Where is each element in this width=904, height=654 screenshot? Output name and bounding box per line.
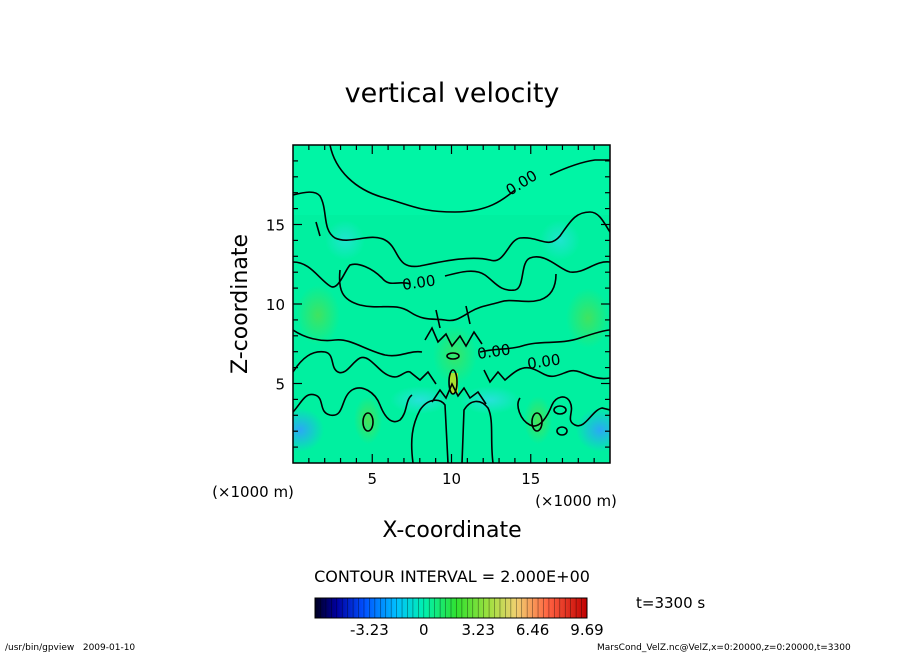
field-upper-tint (293, 145, 610, 215)
contour-line (483, 366, 610, 384)
x-tick-label: 15 (521, 470, 540, 488)
downdraft-region-center-right (460, 386, 520, 414)
colorbar-tick-label: 3.23 (461, 621, 494, 639)
colorbar: -3.23 0 3.23 6.46 9.69 (314, 597, 604, 639)
colorbar-tick-label: -3.23 (350, 621, 389, 639)
x-axis-title: X-coordinate (382, 518, 521, 543)
contour-line (517, 396, 610, 427)
y-tick-label: 5 (275, 376, 285, 394)
contour-line (293, 261, 411, 288)
contour-line (465, 305, 471, 325)
x-tick-label: 5 (367, 470, 377, 488)
x-tick-label: 10 (442, 470, 461, 488)
y-axis-title: Z-coordinate (228, 234, 253, 374)
updraft-region-left (296, 285, 340, 345)
contour-loop (446, 352, 460, 360)
time-label: t=3300 s (636, 594, 705, 612)
contour-line (293, 387, 413, 423)
contour-line (431, 382, 487, 405)
contour-line (410, 399, 449, 463)
contour-line (461, 400, 494, 463)
contour-label: 0.00 (401, 271, 437, 293)
contour-line (293, 350, 437, 385)
footer-left: /usr/bin/gpview 2009-01-10 (5, 643, 135, 653)
y-tick-label: 10 (266, 296, 285, 314)
contour-line (424, 326, 483, 348)
contour-line (315, 221, 321, 237)
x-unit-label-right: (×1000 m) (535, 492, 617, 510)
footer-right: MarsCond_VelZ.nc@VelZ,x=0:20000,z=0:2000… (597, 643, 851, 653)
updraft-region-right (566, 288, 610, 348)
y-axis: 5 10 15 (266, 160, 610, 448)
x-axis: 5 10 15 (308, 145, 595, 488)
contour-loop (553, 405, 567, 415)
downdraft-region-upper-right (540, 220, 580, 260)
contour-line (329, 145, 516, 213)
colorbar-divisions (320, 598, 582, 618)
contour-line (549, 159, 610, 176)
contour-line (293, 329, 423, 357)
updraft-region-center (433, 325, 477, 385)
colorbar-tick-label: 0 (419, 621, 429, 639)
downdraft-region-left (293, 408, 324, 452)
contour-label: 0.00 (476, 340, 512, 362)
contour-lines (293, 145, 610, 463)
updraft-column-right (524, 396, 552, 444)
colorbar-ticks: -3.23 0 3.23 6.46 9.69 (350, 621, 604, 639)
updraft-column-left (354, 396, 382, 444)
colorbar-tick-label: 9.69 (570, 621, 603, 639)
contour-line (293, 191, 610, 268)
contour-interval-text: CONTOUR INTERVAL = 2.000E+00 (314, 567, 590, 586)
contour-loop (448, 369, 458, 395)
contour-loop (531, 412, 543, 432)
chart-title: vertical velocity (345, 78, 560, 109)
contour-line (338, 269, 557, 322)
downdraft-region-right (576, 408, 610, 452)
contour-line (479, 329, 610, 353)
plot-area (293, 145, 610, 463)
colorbar-tick-label: 6.46 (516, 621, 549, 639)
contour-loop (556, 426, 568, 436)
x-unit-label-left: (×1000 m) (212, 483, 294, 501)
y-tick-label: 15 (266, 217, 285, 235)
contour-line (444, 256, 610, 292)
contour-line (435, 309, 441, 329)
updraft-core-center (450, 373, 458, 393)
downdraft-region-center (390, 386, 450, 414)
contour-label: 0.00 (526, 350, 562, 372)
contour-loop (362, 412, 374, 432)
